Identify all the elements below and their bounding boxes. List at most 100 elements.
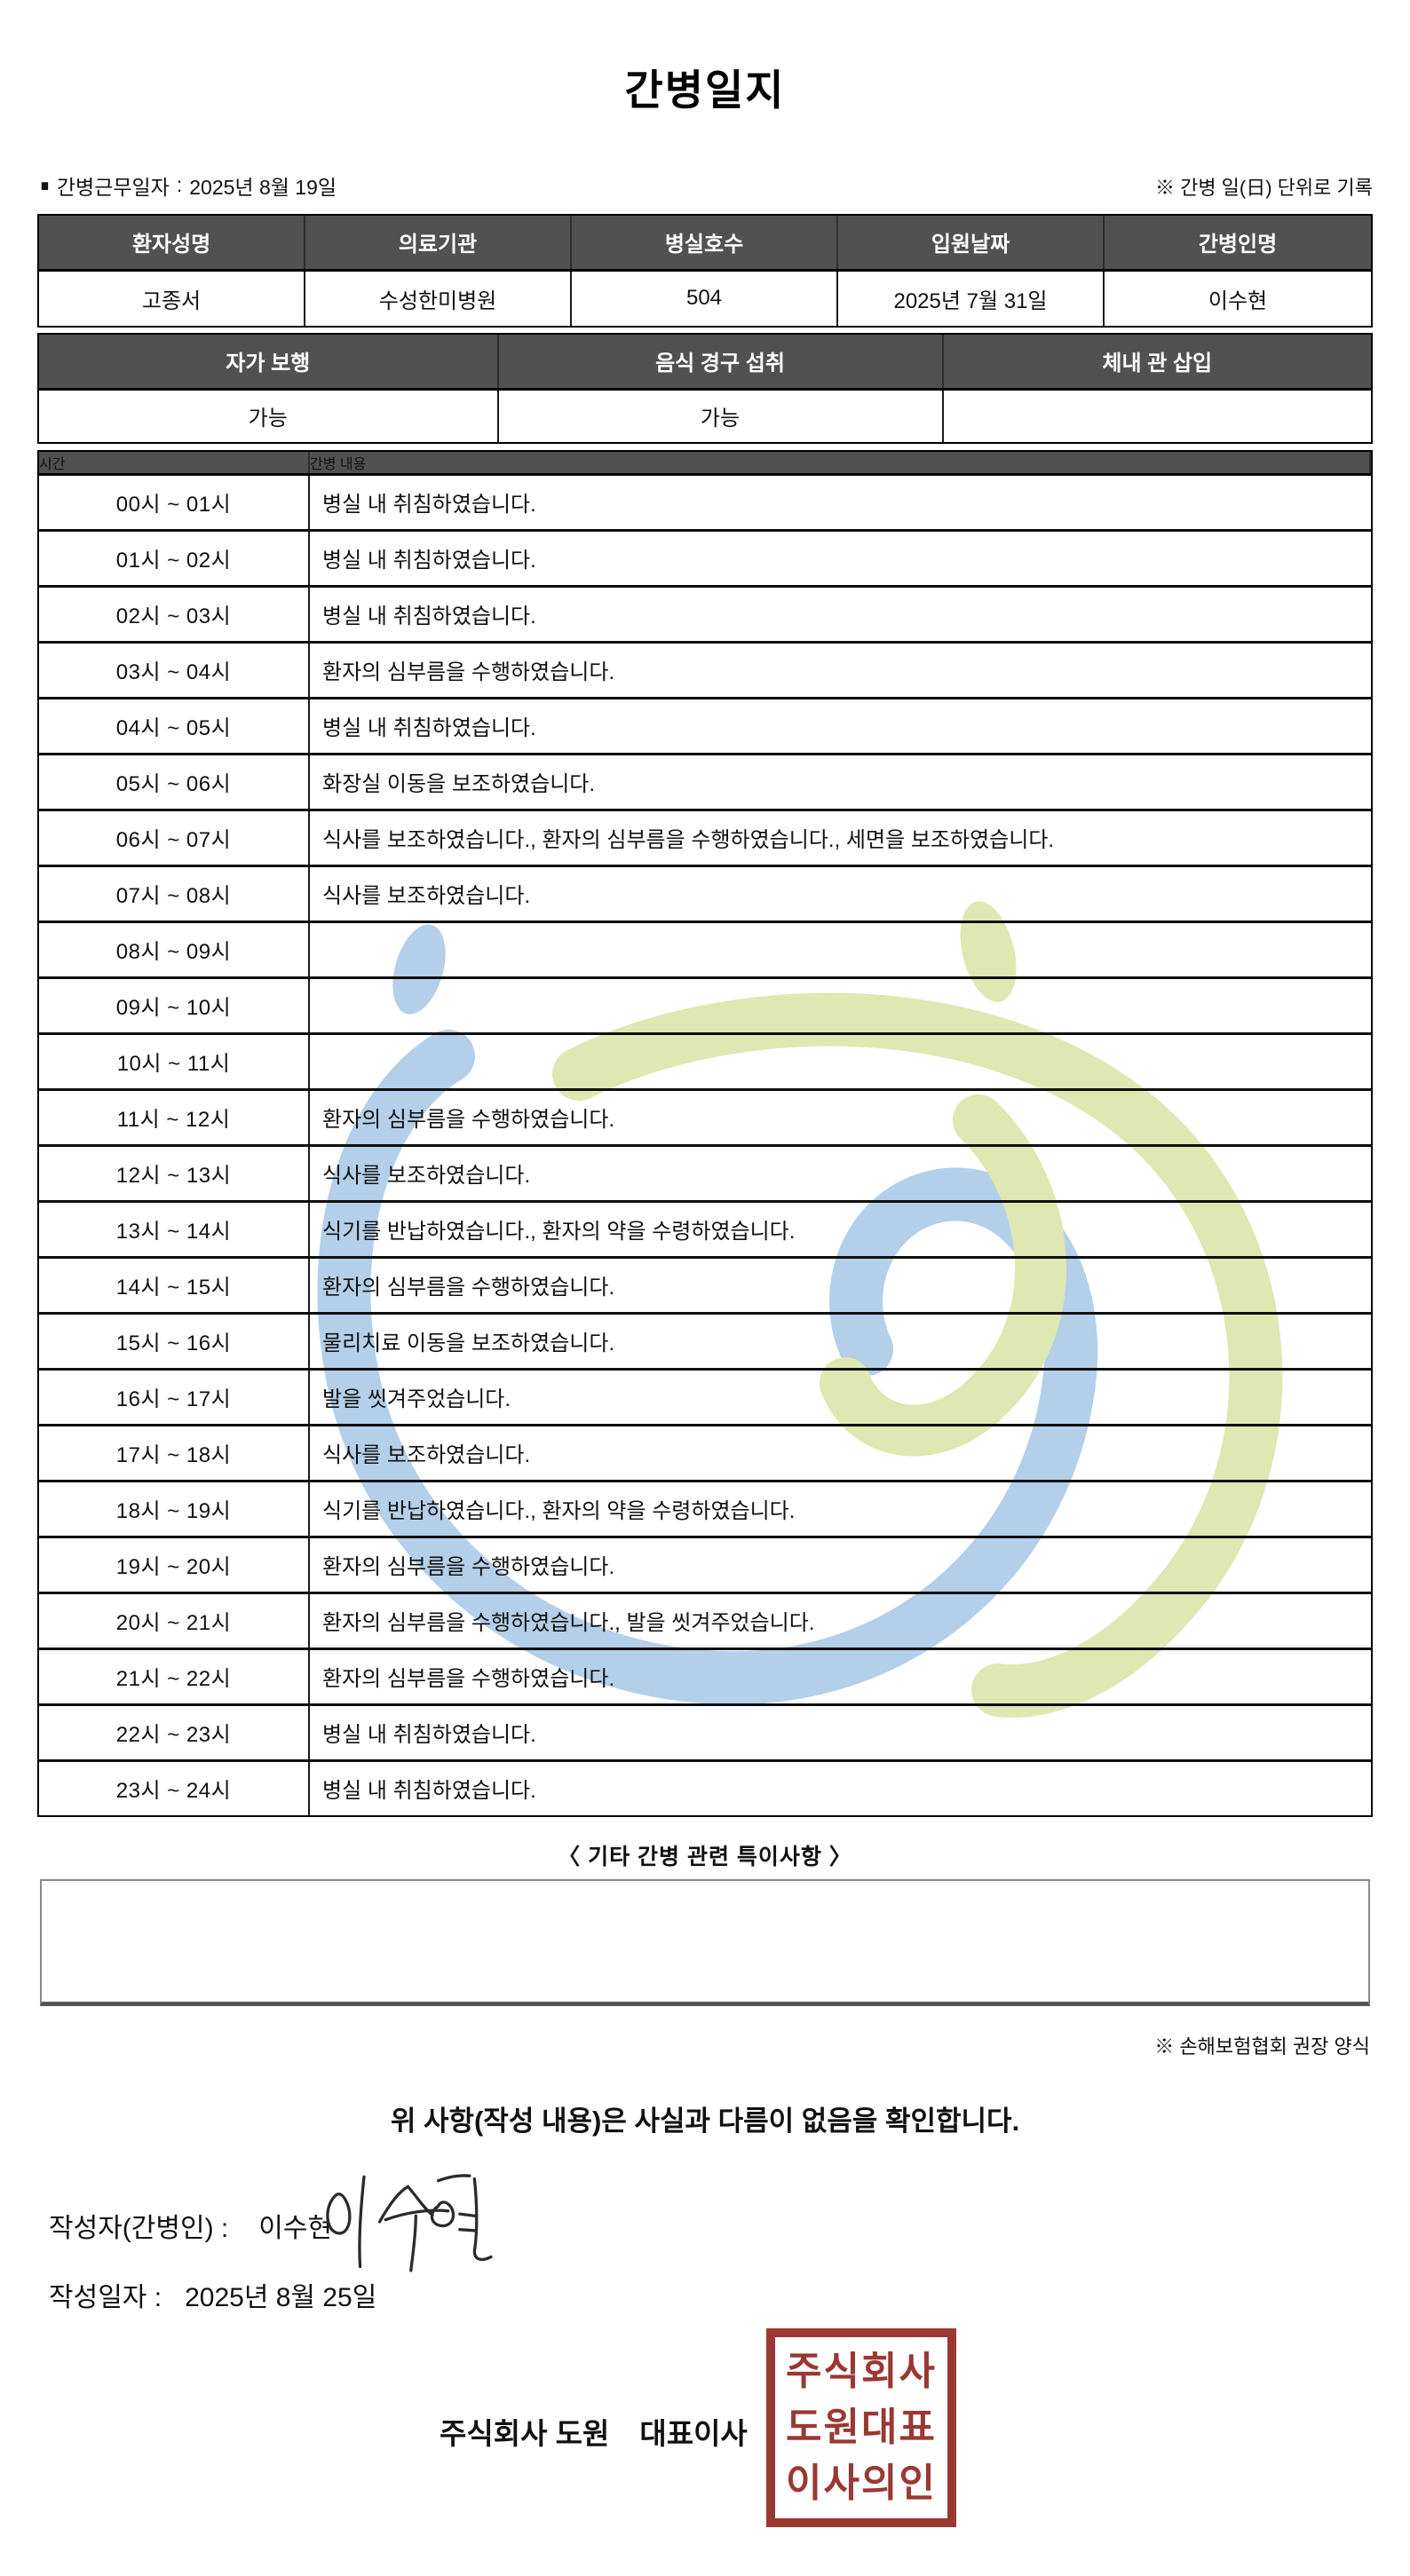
care-log-header-time: 시간 xyxy=(39,451,310,473)
care-log-time-cell: 20시 ~ 21시 xyxy=(39,1593,310,1648)
handwritten-signature xyxy=(326,2173,493,2272)
care-log-content-cell: 병실 내 취침하였습니다. xyxy=(322,493,536,518)
care-log-row: 00시 ~ 01시 병실 내 취침하였습니다. xyxy=(39,475,1371,532)
care-log-row: 15시 ~ 16시 물리치료 이동을 보조하였습니다. xyxy=(39,1314,1371,1371)
care-log-time-cell: 07시 ~ 08시 xyxy=(39,866,310,921)
care-log-content-cell xyxy=(310,923,1371,976)
care-log-content-cell xyxy=(310,1035,1371,1088)
patient-info-table: 환자성명 의료기관 병실호수 입원날짜 간병인명 고종서 수성한미병원 504 2025년 7… xyxy=(37,213,1373,328)
notes-box xyxy=(40,1878,1370,2006)
seal-line: 이사의인 xyxy=(786,2461,937,2506)
patient-info-header-cell: 간병인명 xyxy=(1198,233,1278,257)
care-log-time-cell: 18시 ~ 19시 xyxy=(39,1482,310,1536)
care-log-content-cell: 발을 씻겨주었습니다. xyxy=(322,1387,511,1412)
care-log-time-cell: 04시 ~ 05시 xyxy=(39,699,310,753)
care-log-content-cell: 식사를 보조하였습니다. xyxy=(322,1443,531,1468)
patient-status-value-cell: 가능 xyxy=(499,390,944,442)
patient-info-header-cell: 의료기관 xyxy=(305,215,572,269)
patient-status-header-row: 자가 보행 음식 경구 섭취 체내 관 삽입 xyxy=(39,334,1371,391)
patient-info-value-cell: 수성한미병원 xyxy=(305,271,572,326)
care-log-row: 07시 ~ 08시 식사를 보조하였습니다. xyxy=(39,866,1371,923)
form-note: ※ 손해보험협회 권장 양식 xyxy=(1154,2035,1370,2058)
care-log-content-cell: 환자의 심부름을 수행하였습니다. xyxy=(322,660,615,685)
care-log-content-cell: 물리치료 이동을 보조하였습니다. xyxy=(322,1331,615,1356)
page-title: 간병일지 xyxy=(624,67,786,114)
care-log-content-cell: 식사를 보조하였습니다. xyxy=(322,884,531,909)
company-name: 주식회사 도원 xyxy=(440,2416,610,2450)
care-log-time-cell: 19시 ~ 20시 xyxy=(39,1537,310,1592)
care-log-content-cell: 식사를 보조하였습니다., 환자의 심부름을 수행하였습니다., 세면을 보조하… xyxy=(322,828,1055,853)
unit-note: ※ 간병 일(日) 단위로 기록 xyxy=(1154,176,1373,199)
patient-status-header-cell: 자가 보행 xyxy=(39,334,499,388)
patient-info-header-cell: 입원날짜 xyxy=(838,215,1105,269)
patient-info-value-cell: 고종서 xyxy=(39,271,305,326)
care-log-content-cell: 병실 내 취침하였습니다. xyxy=(322,604,536,629)
care-log-time-cell: 08시 ~ 09시 xyxy=(39,922,310,976)
seal-line: 주식회사 xyxy=(786,2350,937,2394)
care-log-row: 16시 ~ 17시 발을 씻겨주었습니다. xyxy=(39,1370,1371,1426)
care-log-time-cell: 13시 ~ 14시 xyxy=(39,1202,310,1256)
care-log-row: 19시 ~ 20시 환자의 심부름을 수행하였습니다. xyxy=(39,1537,1371,1594)
care-log-row: 21시 ~ 22시 환자의 심부름을 수행하였습니다. xyxy=(39,1649,1371,1706)
written-date-value: 2025년 8월 25일 xyxy=(185,2282,377,2312)
care-log-time-cell: 12시 ~ 13시 xyxy=(39,1146,310,1200)
care-log-row: 23시 ~ 24시 병실 내 취침하였습니다. xyxy=(39,1761,1371,1815)
patient-status-value-cell xyxy=(944,391,1371,442)
care-log-time-cell: 00시 ~ 01시 xyxy=(39,475,310,529)
care-log-content-cell: 환자의 심부름을 수행하였습니다. xyxy=(322,1276,615,1300)
care-log-row: 01시 ~ 02시 병실 내 취침하였습니다. xyxy=(39,531,1371,588)
care-log-time-cell: 10시 ~ 11시 xyxy=(39,1034,310,1088)
writer-label: 작성자(간병인) : xyxy=(49,2213,229,2243)
care-log-row: 20시 ~ 21시 환자의 심부름을 수행하였습니다., 발을 씻겨주었습니다. xyxy=(39,1593,1371,1650)
care-log-row: 08시 ~ 09시 xyxy=(39,922,1371,979)
patient-status-header-cell: 체내 관 삽입 xyxy=(1102,352,1213,376)
patient-status-header-cell: 음식 경구 섭취 xyxy=(499,334,944,388)
patient-info-header-cell: 병실호수 xyxy=(572,215,838,269)
care-log-content-cell: 식사를 보조하였습니다. xyxy=(322,1164,531,1189)
care-log-content-cell: 병실 내 취침하였습니다. xyxy=(322,549,536,573)
seal-line: 도원대표 xyxy=(786,2406,937,2450)
writer-line: 작성자(간병인) : 이수현 xyxy=(49,2173,1410,2272)
care-log-content-cell: 식기를 반납하였습니다., 환자의 약을 수령하였습니다. xyxy=(322,1220,796,1245)
work-date-label: 간병근무일자 xyxy=(56,175,170,199)
care-log-content-cell: 병실 내 취침하였습니다. xyxy=(322,1779,536,1804)
writer-name: 이수현 xyxy=(258,2213,333,2243)
care-log-time-cell: 01시 ~ 02시 xyxy=(39,531,310,585)
work-date-value: 2025년 8월 19일 xyxy=(189,175,337,199)
care-log-content-cell: 환자의 심부름을 수행하였습니다. xyxy=(322,1667,615,1692)
patient-status-value-cell: 가능 xyxy=(39,390,499,442)
care-log-content-cell: 식기를 반납하였습니다., 환자의 약을 수령하였습니다. xyxy=(322,1499,796,1524)
care-log-time-cell: 09시 ~ 10시 xyxy=(39,978,310,1032)
care-log-table: 시간 간병 내용 00시 ~ 01시 병실 내 취침하였습니다. 01시 ~ 02시… xyxy=(37,449,1373,1817)
care-log-row: 11시 ~ 12시 환자의 심부름을 수행하였습니다. xyxy=(39,1090,1371,1147)
company-line: 주식회사 도원 대표이사 xyxy=(440,2410,748,2453)
patient-status-value-row: 가능 가능 xyxy=(39,390,1371,442)
care-log-time-cell: 11시 ~ 12시 xyxy=(39,1090,310,1144)
care-log-row: 22시 ~ 23시 병실 내 취침하였습니다. xyxy=(39,1705,1371,1762)
care-log-time-cell: 22시 ~ 23시 xyxy=(39,1705,310,1759)
care-log-header-content: 간병 내용 xyxy=(310,451,1371,473)
care-log-time-cell: 14시 ~ 15시 xyxy=(39,1258,310,1312)
care-log-time-cell: 15시 ~ 16시 xyxy=(39,1314,310,1368)
care-log-row: 05시 ~ 06시 화장실 이동을 보조하였습니다. xyxy=(39,755,1371,811)
patient-status-table: 자가 보행 음식 경구 섭취 체내 관 삽입 가능 가능 xyxy=(37,332,1373,444)
patient-info-value-row: 고종서 수성한미병원 504 2025년 7월 31일 이수현 xyxy=(39,271,1371,326)
company-seal-block: 주식회사 도원 대표이사 주식회사 도원대표 이사의인 xyxy=(0,2327,1410,2576)
care-log-time-cell: 03시 ~ 04시 xyxy=(39,643,310,697)
care-log-time-cell: 05시 ~ 06시 xyxy=(39,755,310,809)
care-log-row: 03시 ~ 04시 환자의 심부름을 수행하였습니다. xyxy=(39,643,1371,699)
care-log-body: 00시 ~ 01시 병실 내 취침하였습니다. 01시 ~ 02시 병실 내 취침하였… xyxy=(39,475,1371,1815)
care-log-row: 06시 ~ 07시 식사를 보조하였습니다., 환자의 심부름을 수행하였습니다.… xyxy=(39,810,1371,867)
work-date-separator: : xyxy=(176,173,183,197)
care-log-time-cell: 23시 ~ 24시 xyxy=(39,1761,310,1815)
care-log-content-cell: 화장실 이동을 보조하였습니다. xyxy=(322,772,596,797)
care-log-row: 02시 ~ 03시 병실 내 취침하였습니다. xyxy=(39,587,1371,644)
patient-info-header-cell: 환자성명 xyxy=(39,215,305,269)
patient-info-value-cell: 504 xyxy=(572,271,838,326)
care-log-row: 18시 ~ 19시 식기를 반납하였습니다., 환자의 약을 수령하였습니다. xyxy=(39,1482,1371,1538)
meta-row: ■ 간병근무일자 : 2025년 8월 19일 ※ 간병 일(日) 단위로 기록 xyxy=(40,170,1373,201)
square-bullet-icon: ■ xyxy=(40,176,50,194)
care-log-time-cell: 16시 ~ 17시 xyxy=(39,1370,310,1424)
care-log-content-cell xyxy=(310,979,1371,1032)
